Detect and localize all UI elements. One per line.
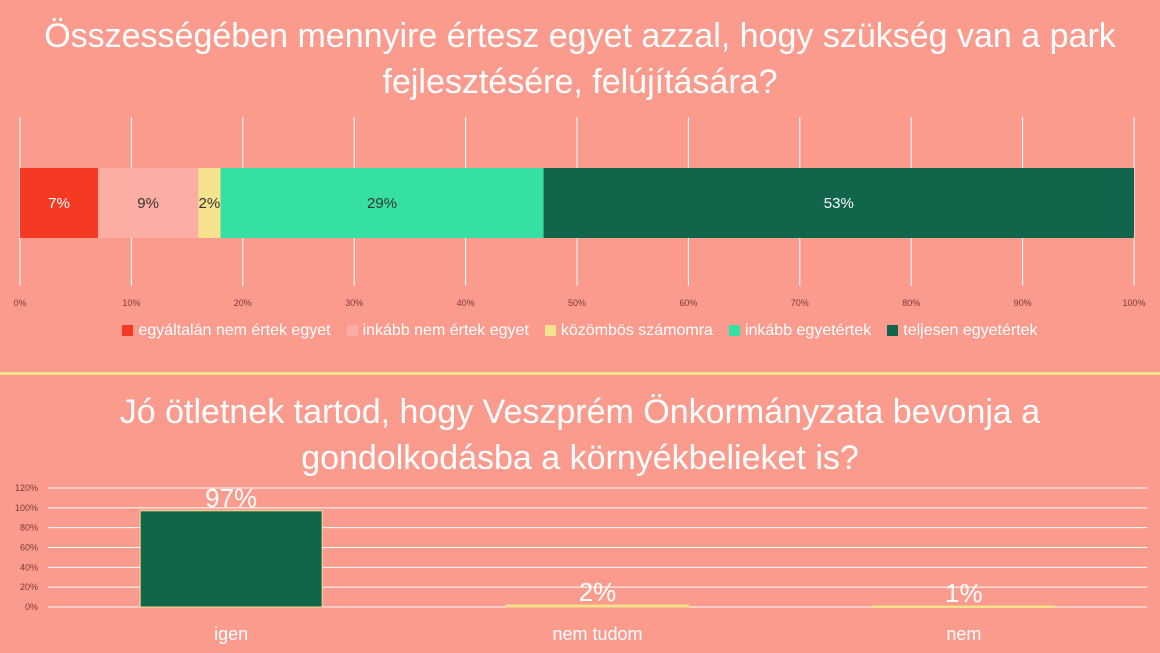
x-tick-label: 40% xyxy=(457,298,475,308)
legend-swatch xyxy=(728,325,740,336)
x-tick-label: 90% xyxy=(1014,298,1032,308)
x-tick-label: 100% xyxy=(1122,298,1145,308)
bar xyxy=(506,604,689,608)
bar-segment xyxy=(97,168,199,238)
legend-swatch xyxy=(887,325,899,336)
y-tick-label: 120% xyxy=(15,483,38,493)
legend-label: egyáltalán nem értek egyet xyxy=(138,322,331,339)
chart1-title: Összességében mennyire értesz egyet azza… xyxy=(44,17,1116,101)
bar-segment xyxy=(220,168,544,238)
section-divider xyxy=(0,372,1160,375)
x-category-label: nem xyxy=(946,624,981,644)
chart1-legend: egyáltalán nem értek egyet inkább nem ért… xyxy=(0,322,1160,340)
legend-item: egyáltalán nem értek egyet xyxy=(122,322,331,340)
y-tick-label: 40% xyxy=(20,562,38,572)
legend-item: inkább nem értek egyet xyxy=(346,322,529,340)
y-tick-label: 0% xyxy=(25,602,38,612)
data-label: 9% xyxy=(137,195,159,212)
chart2-title: Jó ötletnek tartod, hogy Veszprém Önkorm… xyxy=(119,393,1041,477)
bar-segment xyxy=(198,168,221,238)
x-tick-label: 50% xyxy=(568,298,586,308)
y-tick-label: 20% xyxy=(20,582,38,592)
data-label: 29% xyxy=(367,195,397,212)
legend-swatch xyxy=(122,325,134,336)
data-label: 7% xyxy=(48,195,70,212)
bar xyxy=(139,510,323,608)
x-tick-label: 30% xyxy=(345,298,363,308)
data-label: 53% xyxy=(824,195,854,212)
legend-label: inkább nem értek egyet xyxy=(362,322,529,339)
legend-swatch xyxy=(346,325,358,336)
legend-item: közömbös számomra xyxy=(544,322,713,340)
data-label: 2% xyxy=(199,195,221,212)
data-label: 1% xyxy=(945,578,983,608)
y-tick-label: 80% xyxy=(20,523,38,533)
legend-label: teljesen egyetértek xyxy=(903,322,1038,339)
data-label: 2% xyxy=(579,577,617,607)
x-tick-label: 20% xyxy=(234,298,252,308)
x-tick-label: 80% xyxy=(902,298,920,308)
legend-item: inkább egyetértek xyxy=(728,322,872,340)
x-tick-label: 0% xyxy=(13,298,26,308)
x-tick-label: 70% xyxy=(791,298,809,308)
y-tick-label: 60% xyxy=(20,543,38,553)
legend-label: inkább egyetértek xyxy=(744,322,872,339)
x-category-label: igen xyxy=(214,624,248,644)
bar-segment xyxy=(543,168,1134,238)
bar-segment xyxy=(20,168,98,238)
x-tick-label: 60% xyxy=(679,298,697,308)
stacked-bar-chart: 0% 10% 20% 30% 40% 50% 60% 70% 80% 90% 100% 7% 9% 2% 2… xyxy=(13,117,1146,308)
bar xyxy=(872,605,1056,609)
data-label: 97% xyxy=(205,483,257,513)
x-tick-label: 10% xyxy=(122,298,140,308)
x-category-label: nem tudom xyxy=(552,624,642,644)
legend-swatch xyxy=(544,325,556,336)
y-tick-label: 100% xyxy=(15,503,38,513)
legend-label: közömbös számomra xyxy=(560,322,713,339)
legend-item: teljesen egyetértek xyxy=(887,322,1038,340)
